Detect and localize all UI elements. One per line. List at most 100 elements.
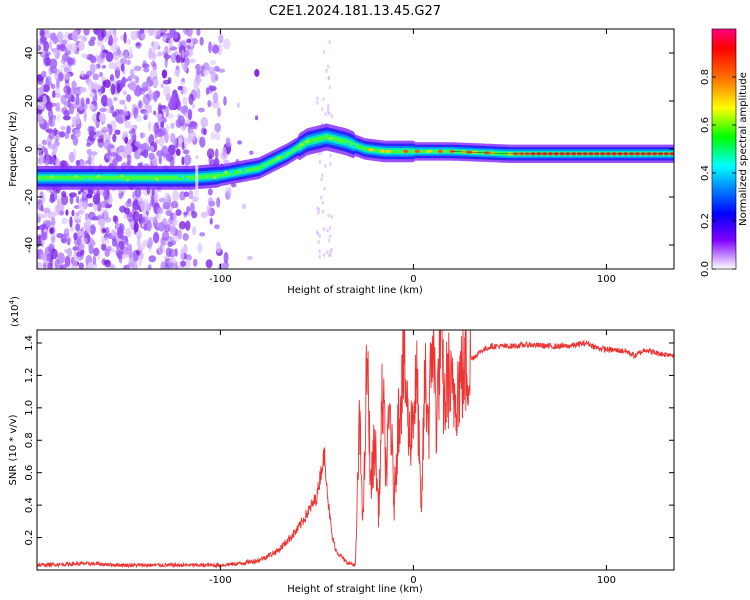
- noise-speckle: [329, 234, 332, 239]
- noise-speckle: [102, 81, 106, 93]
- spectrogram-xtick-label: 0: [410, 274, 416, 285]
- noise-speckle: [316, 100, 319, 105]
- snr-y-multiplier-close: ): [10, 296, 21, 300]
- colorbar-label: Normalized spectral amplitude: [738, 72, 749, 226]
- noise-speckle: [150, 53, 158, 58]
- noise-speckle: [217, 68, 226, 73]
- noise-speckle: [162, 33, 168, 43]
- noise-speckle: [77, 229, 82, 238]
- noise-speckle: [61, 217, 68, 225]
- noise-speckle: [176, 100, 182, 111]
- noise-speckle: [128, 248, 133, 259]
- noise-speckle: [327, 64, 330, 69]
- noise-speckle: [40, 84, 44, 91]
- noise-speckle: [196, 69, 201, 75]
- noise-speckle: [158, 221, 165, 232]
- noise-speckle: [180, 248, 185, 261]
- noise-speckle: [328, 253, 331, 258]
- noise-speckle: [149, 145, 155, 152]
- trace-blob: [50, 175, 55, 179]
- noise-speckle: [102, 101, 107, 107]
- noise-speckle: [151, 189, 156, 195]
- noise-speckle: [207, 188, 213, 196]
- noise-speckle: [37, 113, 44, 124]
- noise-speckle: [39, 49, 46, 57]
- noise-speckle: [45, 75, 52, 86]
- noise-speckle: [329, 162, 332, 167]
- noise-speckle: [165, 106, 169, 118]
- snr-y-multiplier-base: (x10: [10, 304, 21, 327]
- noise-speckle: [210, 131, 216, 140]
- noise-speckle: [71, 209, 75, 217]
- noise-speckle: [100, 235, 105, 245]
- noise-speckle: [322, 227, 326, 232]
- trace-blob: [345, 142, 350, 146]
- noise-speckle: [209, 60, 217, 66]
- noise-speckle: [60, 58, 66, 65]
- noise-speckle: [64, 130, 70, 140]
- noise-speckle: [138, 100, 142, 109]
- trace-band: [37, 134, 674, 180]
- colorbar-tick-label: 0.6: [700, 117, 711, 133]
- noise-speckle: [55, 133, 60, 142]
- noise-speckle: [327, 213, 330, 218]
- noise-speckle: [43, 207, 51, 214]
- noise-speckle: [85, 70, 92, 78]
- colorbar-tick-label: 0.8: [700, 69, 711, 85]
- noise-speckle: [83, 29, 90, 36]
- noise-speckle: [162, 50, 166, 55]
- noise-speckle: [111, 229, 116, 240]
- noise-speckle: [320, 177, 323, 182]
- noise-speckle: [214, 122, 221, 133]
- noise-speckle: [177, 229, 182, 240]
- noise-speckle: [208, 200, 216, 207]
- noise-speckle: [216, 106, 222, 118]
- noise-speckle: [71, 80, 77, 91]
- noise-speckle: [54, 141, 61, 147]
- noise-speckle: [322, 50, 326, 55]
- noise-speckle: [175, 54, 181, 64]
- noise-speckle: [51, 235, 56, 244]
- noise-speckle: [202, 68, 209, 77]
- noise-speckle: [165, 152, 174, 162]
- noise-speckle: [199, 136, 206, 148]
- noise-speckle: [113, 51, 119, 56]
- noise-speckle: [174, 69, 180, 77]
- noise-speckle: [75, 212, 80, 217]
- noise-speckle: [184, 220, 191, 231]
- trace-hot-core: [385, 149, 391, 153]
- colorbar-tick-label: 0.2: [700, 213, 711, 229]
- noise-speckle: [110, 74, 114, 82]
- noise-speckle: [183, 243, 188, 255]
- noise-speckle: [140, 132, 146, 139]
- noise-speckle: [39, 191, 44, 199]
- noise-speckle: [51, 217, 56, 227]
- noise-speckle: [37, 100, 45, 110]
- trace-blob: [73, 175, 78, 178]
- noise-speckle: [186, 206, 191, 213]
- noise-speckle: [161, 128, 167, 133]
- noise-speckle: [168, 38, 173, 48]
- noise-speckle: [84, 230, 88, 237]
- noise-speckle: [148, 216, 156, 222]
- noise-speckle: [118, 240, 125, 250]
- noise-speckle: [222, 146, 227, 158]
- snr-plot-area: [37, 330, 674, 570]
- noise-speckle: [48, 131, 56, 140]
- noise-speckle: [183, 154, 192, 166]
- noise-speckle: [189, 202, 195, 214]
- noise-speckle: [143, 223, 148, 231]
- noise-speckle: [183, 137, 188, 149]
- noise-speckle: [72, 116, 81, 125]
- trace-hot-core: [368, 148, 374, 152]
- noise-speckle: [77, 35, 86, 40]
- noise-speckle: [54, 258, 60, 269]
- noise-speckle: [63, 66, 68, 72]
- noise-speckle: [152, 78, 159, 87]
- noise-speckle: [85, 78, 93, 86]
- trace-blob: [264, 164, 269, 168]
- trace-blob: [224, 170, 228, 174]
- noise-speckle: [58, 72, 64, 82]
- noise-speckle: [78, 40, 85, 51]
- noise-speckle: [153, 91, 158, 103]
